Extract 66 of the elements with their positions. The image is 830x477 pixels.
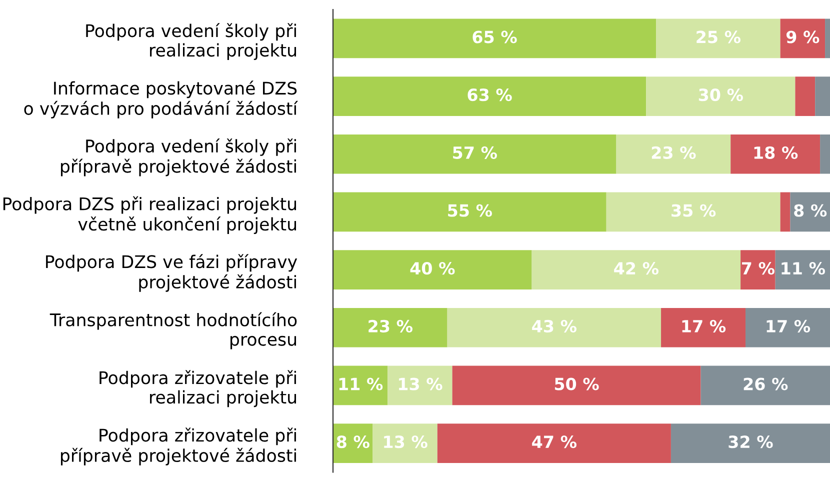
data-label: 50 % <box>554 378 599 390</box>
data-label: 8 % <box>336 436 370 448</box>
bar <box>780 192 790 232</box>
data-label: 57 % <box>453 146 497 159</box>
y-tick-label: Transparentnost hodnotícího procesu <box>50 312 297 350</box>
y-tick-label: Podpora vedení školy při realizaci projektu <box>86 23 296 60</box>
data-label: 47 % <box>532 436 576 448</box>
bar <box>333 76 646 116</box>
data-label: 32 % <box>728 436 773 448</box>
data-label: 43 % <box>532 320 576 332</box>
bar <box>661 308 746 348</box>
bar <box>825 18 830 58</box>
data-label: 23 % <box>652 146 696 159</box>
bar <box>333 424 373 463</box>
y-tick-label: Podpora vedení školy při přípravě projektové žádosti <box>60 138 296 176</box>
bar <box>700 366 830 406</box>
bar <box>616 134 731 174</box>
bar <box>780 18 826 58</box>
data-label: 40 % <box>410 262 455 275</box>
data-label: 11 % <box>782 262 825 275</box>
data-label: 42 % <box>614 262 658 275</box>
bar <box>532 250 741 290</box>
data-label: 25 % <box>696 30 740 44</box>
bar <box>447 308 662 348</box>
data-label: 55 % <box>448 204 492 217</box>
data-label: 65 % <box>472 30 517 44</box>
bar <box>388 366 452 406</box>
bar <box>730 134 820 174</box>
bar <box>333 18 656 58</box>
bar <box>372 424 438 463</box>
bar <box>820 134 830 174</box>
bar <box>606 192 780 232</box>
data-label: 35 % <box>672 204 716 217</box>
bar <box>333 366 388 406</box>
y-tick-label: Podpora DZS ve fázi přípravy projektové žádosti <box>46 254 298 292</box>
bar <box>333 192 606 232</box>
data-label: 13 % <box>384 436 428 448</box>
bar <box>740 250 776 290</box>
bar <box>333 250 532 290</box>
y-tick-label: Podpora DZS při realizaci projektu včetně ukončení projektu <box>3 196 296 234</box>
y-tick-label: Informace poskytované DZS o výzvách pro podávání žádostí <box>24 80 298 118</box>
data-label: 13 % <box>399 378 442 390</box>
y-tick-label: Podpora zřizovatele při realizaci projektu <box>100 370 296 408</box>
bar <box>437 424 671 463</box>
bar <box>656 18 780 58</box>
bar <box>775 250 830 290</box>
bar <box>746 308 830 348</box>
bar <box>795 76 816 116</box>
data-label: 8 % <box>794 204 827 217</box>
data-label: 23 % <box>368 320 412 332</box>
data-label: 9 % <box>786 30 820 44</box>
data-label: 63 % <box>468 88 512 102</box>
bar <box>333 308 448 348</box>
data-label: 17 % <box>682 320 726 332</box>
bar <box>670 424 830 463</box>
bar <box>815 76 830 116</box>
data-label: 17 % <box>766 320 810 332</box>
data-label: 26 % <box>744 378 788 390</box>
y-tick-label: Podpora zřizovatele při přípravě projektové žádosti <box>60 428 296 466</box>
data-label: 18 % <box>754 146 798 159</box>
bar <box>452 366 701 406</box>
data-label: 7 % <box>742 262 774 275</box>
bar <box>333 134 616 174</box>
data-label: 30 % <box>698 88 743 102</box>
data-label: 11 % <box>339 378 383 390</box>
bar <box>646 76 796 116</box>
